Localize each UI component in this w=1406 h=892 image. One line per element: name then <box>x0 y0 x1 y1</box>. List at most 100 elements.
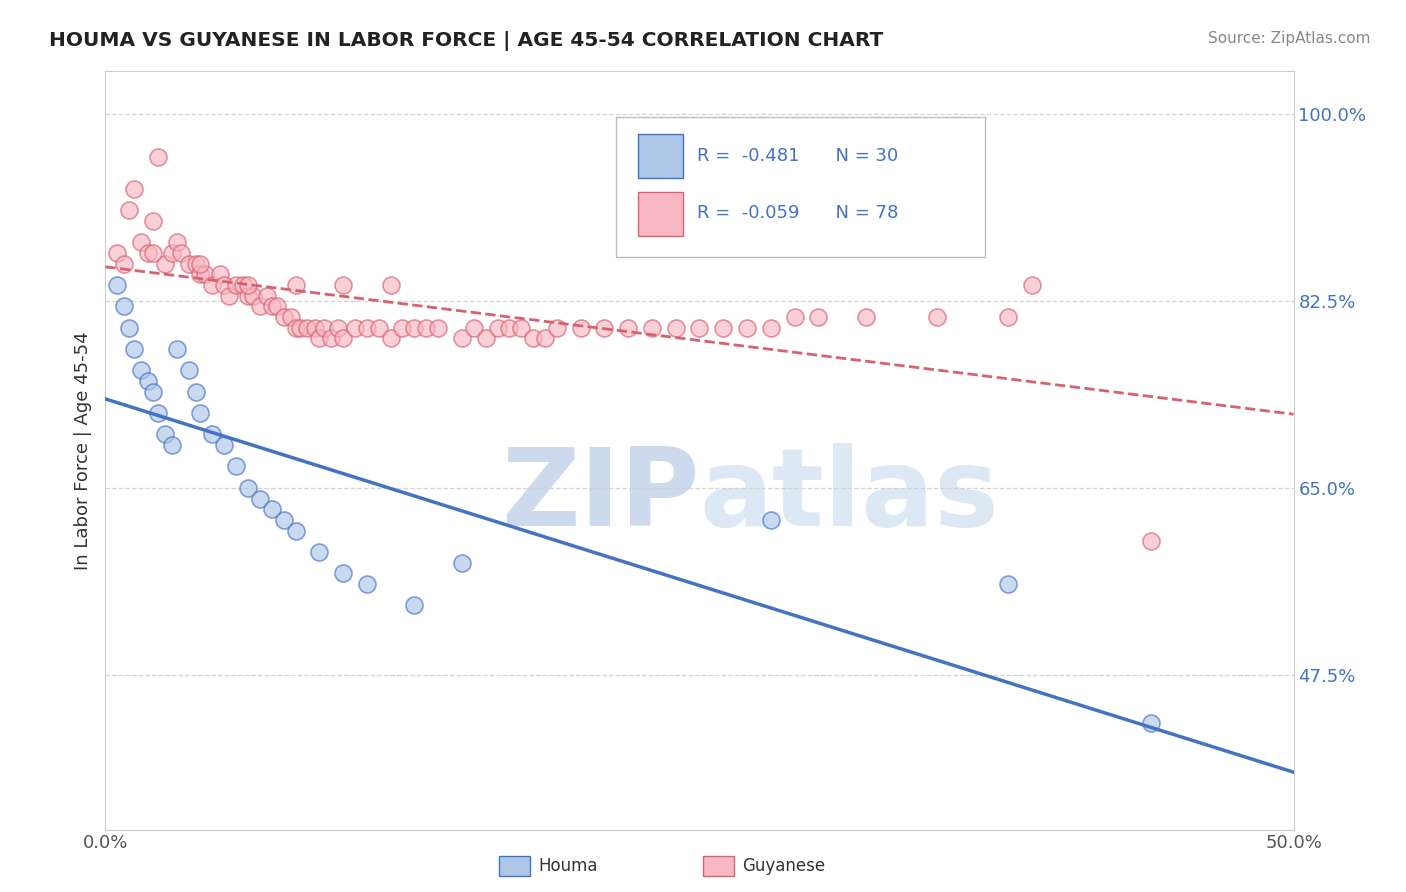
Point <box>367 320 389 334</box>
Point <box>118 320 141 334</box>
Y-axis label: In Labor Force | Age 45-54: In Labor Force | Age 45-54 <box>73 331 91 570</box>
Point <box>225 459 247 474</box>
Point <box>807 310 830 324</box>
Point <box>304 320 326 334</box>
Point <box>190 267 212 281</box>
Point <box>297 320 319 334</box>
Point <box>450 331 472 345</box>
Point <box>855 310 877 324</box>
Point <box>214 277 236 292</box>
Point <box>160 246 183 260</box>
Point <box>190 406 212 420</box>
Point <box>783 310 806 324</box>
Point <box>332 331 354 345</box>
Point <box>321 331 343 345</box>
Point <box>146 406 169 420</box>
Point <box>249 491 271 506</box>
Point <box>356 320 378 334</box>
Text: R =  -0.059  N = 78: R = -0.059 N = 78 <box>697 204 898 222</box>
Point <box>759 320 782 334</box>
Point <box>236 481 259 495</box>
Point <box>665 320 688 334</box>
Point <box>266 299 288 313</box>
Point <box>142 214 165 228</box>
Point <box>343 320 366 334</box>
Point <box>1021 277 1043 292</box>
Point <box>114 256 136 270</box>
Point <box>617 320 640 334</box>
Point <box>284 320 307 334</box>
Point <box>735 320 758 334</box>
Point <box>284 524 307 538</box>
Point <box>463 320 485 334</box>
Point <box>153 427 176 442</box>
Point <box>569 320 592 334</box>
Point <box>142 384 165 399</box>
Point <box>404 599 426 613</box>
Bar <box>638 134 683 178</box>
Point <box>1140 534 1163 549</box>
Point <box>166 342 188 356</box>
Point <box>194 267 217 281</box>
Point <box>308 331 330 345</box>
Point <box>450 556 472 570</box>
Point <box>118 203 141 218</box>
Point <box>184 384 207 399</box>
Point <box>332 277 354 292</box>
Point <box>236 288 259 302</box>
Point <box>105 277 128 292</box>
Point <box>280 310 302 324</box>
Text: ZIP: ZIP <box>501 443 700 549</box>
Point <box>689 320 711 334</box>
Point <box>925 310 948 324</box>
Point <box>146 150 169 164</box>
Point <box>260 299 283 313</box>
Point <box>380 277 402 292</box>
Point <box>153 256 176 270</box>
Point <box>641 320 664 334</box>
Point <box>486 320 509 334</box>
Point <box>105 246 128 260</box>
Point <box>256 288 278 302</box>
Point <box>129 235 152 250</box>
Text: Source: ZipAtlas.com: Source: ZipAtlas.com <box>1208 31 1371 46</box>
Point <box>170 246 193 260</box>
Point <box>225 277 247 292</box>
Point <box>546 320 568 334</box>
Point <box>759 513 782 527</box>
Point <box>415 320 437 334</box>
Text: HOUMA VS GUYANESE IN LABOR FORCE | AGE 45-54 CORRELATION CHART: HOUMA VS GUYANESE IN LABOR FORCE | AGE 4… <box>49 31 883 51</box>
Point <box>232 277 254 292</box>
Point <box>1140 715 1163 730</box>
Point <box>208 267 231 281</box>
Point <box>510 320 533 334</box>
FancyBboxPatch shape <box>616 117 984 257</box>
Point <box>142 246 165 260</box>
Point <box>391 320 413 334</box>
Point <box>290 320 312 334</box>
Point <box>129 363 152 377</box>
Text: atlas: atlas <box>700 443 1000 549</box>
Point <box>308 545 330 559</box>
Text: R =  -0.481  N = 30: R = -0.481 N = 30 <box>697 147 898 165</box>
Point <box>273 310 295 324</box>
Point <box>474 331 496 345</box>
Bar <box>638 193 683 236</box>
Point <box>160 438 183 452</box>
Point <box>260 502 283 516</box>
Text: Houma: Houma <box>538 857 598 875</box>
Point <box>534 331 557 345</box>
Point <box>404 320 426 334</box>
Text: Guyanese: Guyanese <box>742 857 825 875</box>
Point <box>122 182 145 196</box>
Point <box>312 320 335 334</box>
Point <box>249 299 271 313</box>
Point <box>214 438 236 452</box>
Point <box>114 299 136 313</box>
Point <box>136 246 159 260</box>
Point <box>332 566 354 581</box>
Point <box>328 320 350 334</box>
Point <box>122 342 145 356</box>
Point <box>201 277 224 292</box>
Point <box>236 277 259 292</box>
